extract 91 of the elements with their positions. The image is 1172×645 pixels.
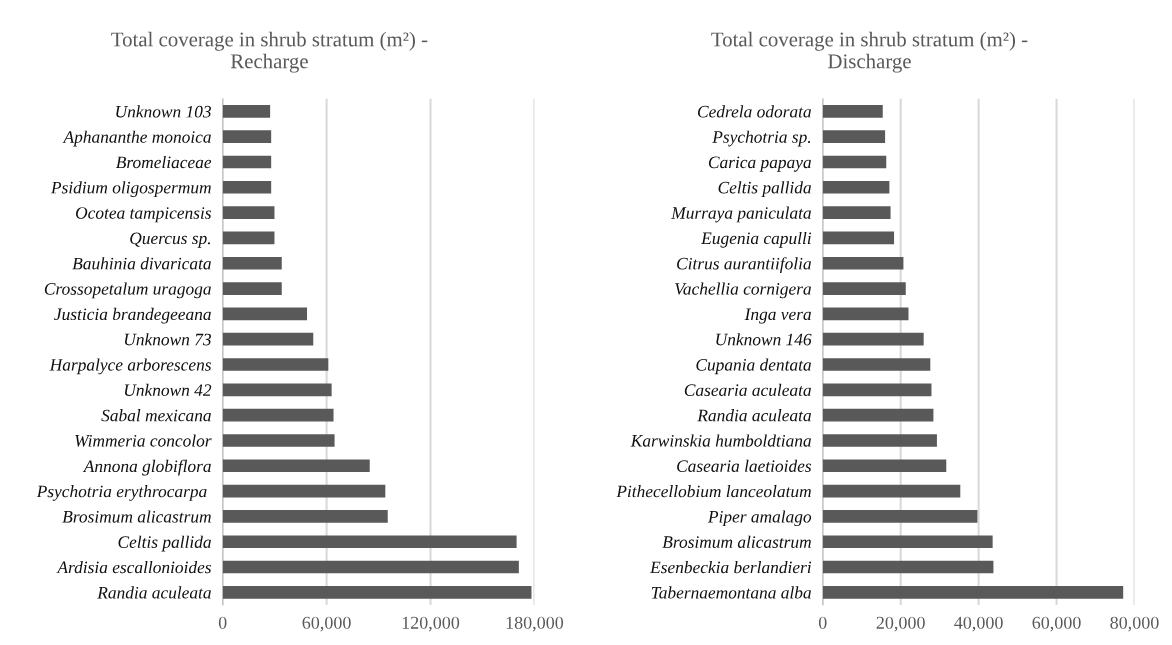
bar: [822, 282, 906, 295]
bar: [822, 510, 978, 523]
y-tick-label: Esenbeckia berlandieri: [649, 561, 812, 574]
y-tick-label: Unknown 73: [124, 333, 211, 346]
y-tick-label: Harpalyce arborescens: [49, 358, 212, 375]
bar: [222, 535, 517, 549]
bar: [222, 180, 272, 194]
y-tick-label: Brosimum alicastrum: [62, 510, 211, 523]
y-tick-label: Ardisia escallonioides: [56, 561, 212, 574]
bar: [222, 130, 272, 143]
bar: [822, 383, 932, 397]
x-tick-label: 180,000: [506, 616, 564, 632]
y-tick-label: Bromeliaceae: [115, 155, 212, 169]
y-tick-label: Murraya paniculata: [671, 206, 811, 223]
y-tick-label: Celtis pallida: [118, 535, 211, 552]
bar: [822, 586, 1124, 599]
y-tick-label: Ocotea tampicensis: [75, 207, 212, 223]
bar: [222, 256, 282, 270]
bar: [222, 307, 308, 321]
y-tick-label: Inga vera: [744, 308, 811, 324]
bar: [222, 484, 386, 498]
y-tick-label: Celtis pallida: [718, 181, 811, 198]
bar: [822, 180, 890, 194]
bar: [222, 586, 532, 599]
bar: [222, 510, 388, 523]
bar: [822, 434, 937, 447]
bar: [822, 560, 994, 574]
y-tick-label: Cupania dentata: [696, 358, 811, 375]
y-tick-label: Randia aculeata: [97, 586, 211, 599]
y-tick-label: Karwinskia humboldtiana: [630, 434, 811, 447]
chart-title: Total coverage in shrub stratum (m²) - Discharge: [711, 31, 1028, 73]
y-tick-label: Psychotria erythrocarpa: [36, 485, 207, 501]
bar: [222, 383, 332, 397]
bar: [822, 231, 895, 245]
bar: [222, 434, 335, 447]
y-tick-label: Psychotria sp.: [712, 130, 811, 147]
y-tick-label: Randia aculeata: [697, 409, 811, 422]
y-tick-label: Justicia brandegeeana: [54, 307, 211, 324]
x-tick-label: 40,000: [954, 616, 1003, 632]
bar: [822, 358, 931, 371]
bar: [822, 155, 887, 169]
x-tick-label: 80,000: [1110, 616, 1159, 632]
bar: [222, 155, 272, 169]
bar: [822, 459, 947, 473]
y-tick-label: Sabal mexicana: [101, 409, 211, 422]
bar: [222, 282, 282, 295]
chart-title: Total coverage in shrub stratum (m²) - Recharge: [111, 31, 428, 73]
y-tick-label: Unknown 42: [124, 383, 212, 397]
x-tick-label: 0: [218, 616, 227, 629]
y-tick-label: Vachellia cornigera: [675, 282, 811, 299]
y-tick-label: Cedrela odorata: [697, 105, 811, 118]
x-tick-label: 120,000: [402, 616, 460, 632]
y-tick-label: Tabernaemontana alba: [651, 586, 811, 599]
y-tick-label: Annona globiflora: [82, 459, 211, 476]
y-tick-label: Quercus sp.: [130, 232, 210, 248]
bar: [822, 484, 961, 498]
bar: [822, 105, 883, 118]
y-tick-label: Carica papaya: [708, 156, 811, 172]
y-tick-label: Aphananthe monoica: [62, 130, 211, 147]
y-tick-label: Unknown 146: [716, 333, 812, 346]
bar: [222, 560, 519, 574]
bar: [222, 358, 329, 371]
y-tick-label: Eugenia capulli: [701, 231, 812, 248]
bar: [822, 307, 909, 321]
bar: [822, 332, 924, 346]
y-tick-label: Bauhinia divaricata: [72, 257, 211, 270]
bar: [222, 332, 314, 346]
bar: [822, 408, 934, 422]
y-tick-label: Brosimum alicastrum: [662, 535, 811, 548]
x-tick-label: 20,000: [876, 616, 925, 632]
bar: [222, 206, 275, 219]
bar: [222, 408, 334, 422]
bar: [222, 105, 271, 118]
y-tick-label: Wimmeria concolor: [75, 434, 212, 447]
y-tick-label: Pithecellobium lanceolatum: [616, 485, 811, 498]
x-tick-label: 60,000: [1032, 616, 1081, 632]
x-tick-label: 0: [818, 616, 827, 629]
bar: [822, 206, 891, 219]
x-tick-label: 60,000: [302, 616, 351, 632]
y-tick-label: Casearia laetioides: [677, 459, 812, 472]
bar: [822, 256, 904, 270]
bar: [822, 535, 993, 549]
bar: [222, 231, 275, 245]
y-tick-label: Crossopetalum uragoga: [44, 282, 211, 299]
y-tick-label: Piper amalago: [707, 510, 812, 527]
y-tick-label: Psidium oligospermum: [50, 181, 211, 198]
y-tick-label: Casearia aculeata: [684, 383, 811, 397]
y-tick-label: Unknown 103: [116, 105, 211, 118]
y-tick-label: Citrus aurantiifolia: [677, 257, 811, 274]
bar: [822, 130, 886, 143]
bar: [222, 459, 370, 473]
